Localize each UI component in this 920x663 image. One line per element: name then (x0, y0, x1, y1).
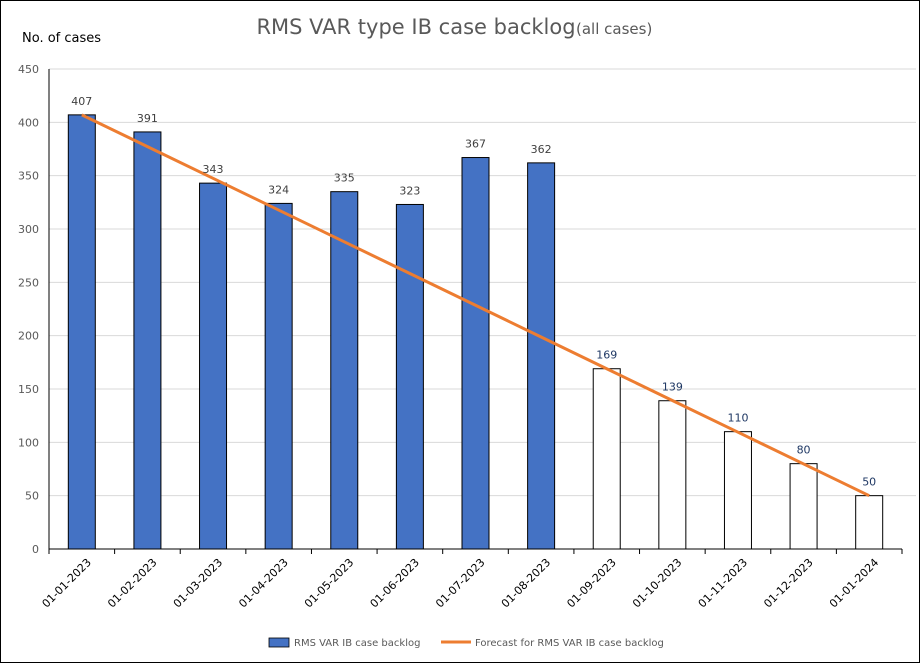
legend-swatch-backlog (268, 637, 290, 648)
x-tick-label: 01-12-2023 (761, 556, 815, 610)
data-label: 335 (334, 172, 355, 185)
data-label: 80 (797, 444, 811, 457)
bar-projected (789, 463, 818, 550)
legend-label-backlog: RMS VAR IB case backlog (294, 638, 420, 649)
bar-actual (133, 131, 162, 550)
bar-actual (199, 182, 228, 550)
legend-label-forecast: Forecast for RMS VAR IB case backlog (475, 638, 664, 649)
bar-actual (67, 114, 96, 550)
x-tick-label: 01-09-2023 (564, 556, 618, 610)
y-tick-label: 300 (18, 223, 39, 236)
y-axis-label: No. of cases (22, 31, 101, 46)
y-tick-label: 250 (18, 276, 39, 289)
x-tick-label: 01-01-2024 (827, 556, 881, 610)
data-label: 110 (727, 412, 748, 425)
chart-subtitle: (all cases) (576, 20, 652, 38)
y-tick-label: 50 (25, 490, 39, 503)
data-label: 50 (862, 476, 876, 489)
data-label: 362 (531, 143, 552, 156)
bar-projected (592, 368, 621, 550)
data-label: 367 (465, 138, 486, 151)
x-tick-label: 01-10-2023 (630, 556, 684, 610)
bar-projected (658, 400, 687, 550)
chart-title: RMS VAR type IB case backlog (256, 15, 575, 39)
x-tick-label: 01-03-2023 (171, 556, 225, 610)
x-tick-label: 01-05-2023 (302, 556, 356, 610)
bar-projected (855, 495, 884, 550)
bar-actual (527, 162, 556, 550)
data-label: 139 (662, 381, 683, 394)
y-tick-label: 450 (18, 63, 39, 76)
data-label: 391 (137, 112, 158, 125)
data-label: 343 (203, 163, 224, 176)
bar-actual (330, 191, 359, 550)
x-tick-label: 01-11-2023 (696, 556, 750, 610)
bar-actual (395, 203, 424, 550)
data-label: 323 (399, 184, 420, 197)
data-label: 324 (268, 183, 289, 196)
x-tick-label: 01-07-2023 (433, 556, 487, 610)
x-tick-label: 01-08-2023 (499, 556, 553, 610)
y-tick-label: 150 (18, 383, 39, 396)
y-tick-label: 400 (18, 116, 39, 129)
legend: RMS VAR IB case backlog Forecast for RMS… (268, 637, 664, 649)
bar-actual (264, 202, 293, 550)
data-label: 407 (71, 95, 92, 108)
y-tick-label: 0 (32, 543, 39, 556)
x-tick-label: 01-01-2023 (40, 556, 94, 610)
forecast-line (81, 113, 870, 498)
data-label: 169 (596, 349, 617, 362)
x-tick-label: 01-04-2023 (236, 556, 290, 610)
y-tick-label: 200 (18, 330, 39, 343)
bar-actual (461, 157, 490, 550)
x-tick-label: 01-02-2023 (105, 556, 159, 610)
x-tick-label: 01-06-2023 (368, 556, 422, 610)
y-tick-label: 350 (18, 170, 39, 183)
bar-projected (723, 431, 752, 550)
y-tick-label: 100 (18, 436, 39, 449)
